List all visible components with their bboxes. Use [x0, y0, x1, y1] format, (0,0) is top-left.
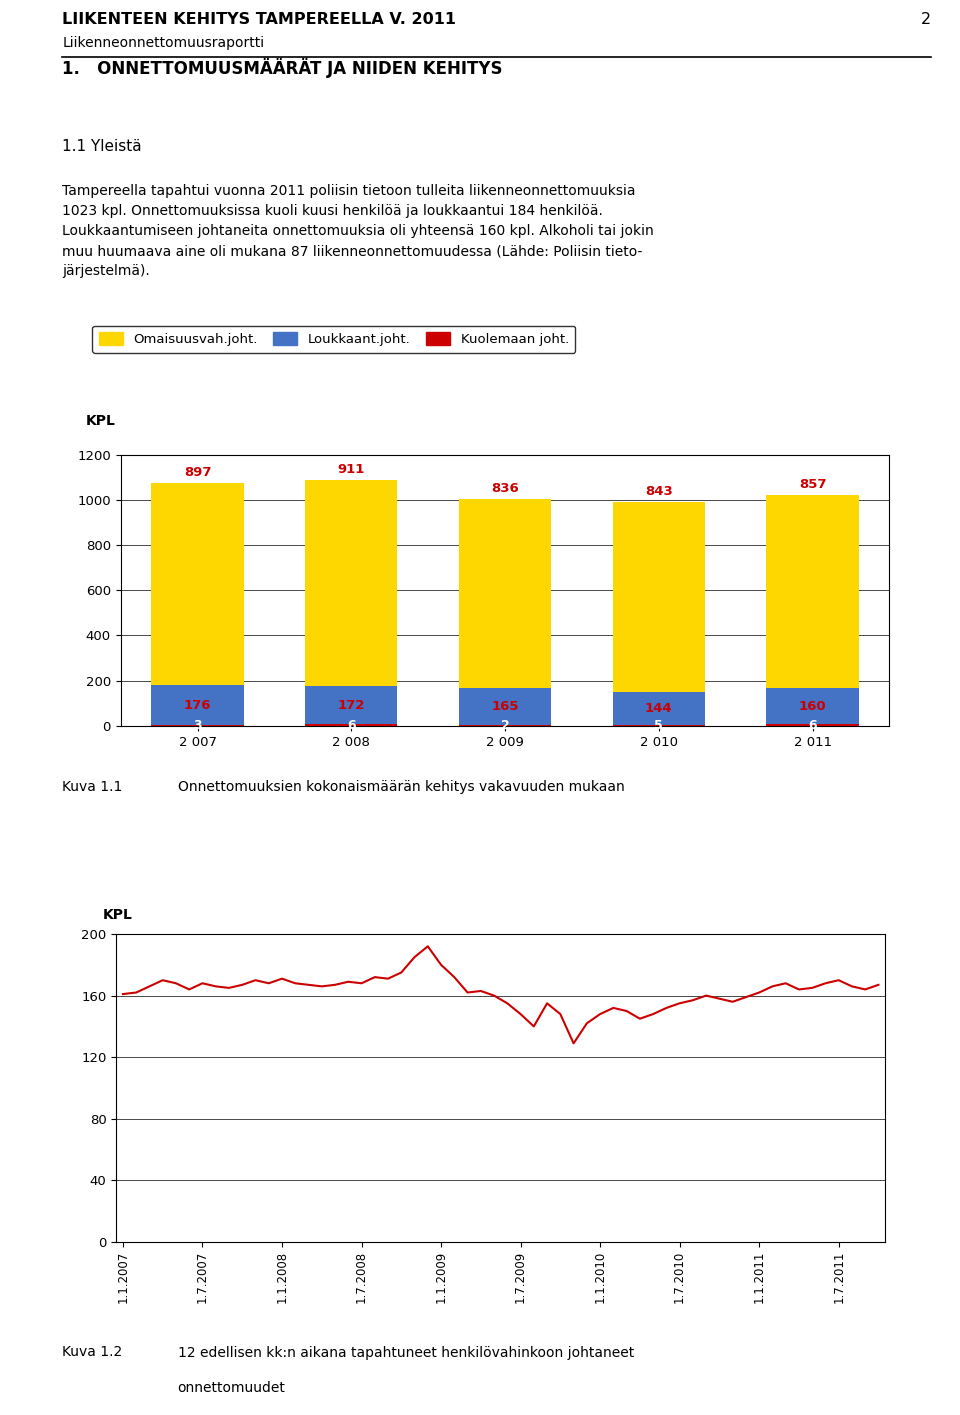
- Bar: [459, 688, 551, 726]
- Bar: [766, 688, 858, 724]
- Text: 836: 836: [492, 483, 519, 495]
- Text: 1.   ONNETTOMUUSMÄÄRÄT JA NIIDEN KEHITYS: 1. ONNETTOMUUSMÄÄRÄT JA NIIDEN KEHITYS: [62, 58, 503, 78]
- Bar: [152, 685, 244, 724]
- Text: 12 edellisen kk:n aikana tapahtuneet henkilövahinkoon johtaneet: 12 edellisen kk:n aikana tapahtuneet hen…: [178, 1346, 634, 1360]
- Text: 172: 172: [338, 699, 365, 712]
- Text: Kuva 1.2: Kuva 1.2: [62, 1346, 123, 1360]
- Text: 857: 857: [799, 478, 827, 491]
- Text: LIIKENTEEN KEHITYS TAMPEREELLA V. 2011: LIIKENTEEN KEHITYS TAMPEREELLA V. 2011: [62, 11, 456, 27]
- Bar: [305, 686, 397, 724]
- Text: Kuva 1.1: Kuva 1.1: [62, 780, 123, 794]
- Text: 1.1 Yleistä: 1.1 Yleistä: [62, 139, 142, 154]
- Text: 6: 6: [347, 719, 355, 732]
- Text: 5: 5: [655, 719, 663, 732]
- Text: 3: 3: [193, 719, 202, 732]
- Text: 160: 160: [799, 700, 827, 713]
- Text: Onnettomuuksien kokonaismäärän kehitys vakavuuden mukaan: Onnettomuuksien kokonaismäärän kehitys v…: [178, 780, 624, 794]
- Bar: [152, 483, 244, 685]
- Text: 165: 165: [492, 700, 518, 713]
- Legend: Omaisuusvah.joht., Loukkaant.joht., Kuolemaan joht.: Omaisuusvah.joht., Loukkaant.joht., Kuol…: [92, 325, 575, 352]
- Text: Liikenneonnettomuusraportti: Liikenneonnettomuusraportti: [62, 35, 265, 50]
- Text: 843: 843: [645, 484, 673, 498]
- Bar: [612, 502, 705, 692]
- Text: 176: 176: [183, 699, 211, 712]
- Bar: [305, 480, 397, 686]
- Text: 897: 897: [183, 466, 211, 478]
- Text: Tampereella tapahtui vuonna 2011 poliisin tietoon tulleita liikenneonnettomuuksi: Tampereella tapahtui vuonna 2011 poliisi…: [62, 184, 654, 279]
- Text: 6: 6: [808, 719, 817, 732]
- Text: 911: 911: [338, 463, 365, 475]
- Text: KPL: KPL: [104, 907, 133, 921]
- Text: onnettomuudet: onnettomuudet: [178, 1381, 285, 1395]
- Text: 2: 2: [921, 11, 931, 27]
- Bar: [459, 499, 551, 688]
- Text: 2: 2: [501, 719, 510, 732]
- Bar: [612, 692, 705, 724]
- Text: KPL: KPL: [85, 415, 115, 427]
- Bar: [766, 495, 858, 688]
- Text: 144: 144: [645, 702, 673, 715]
